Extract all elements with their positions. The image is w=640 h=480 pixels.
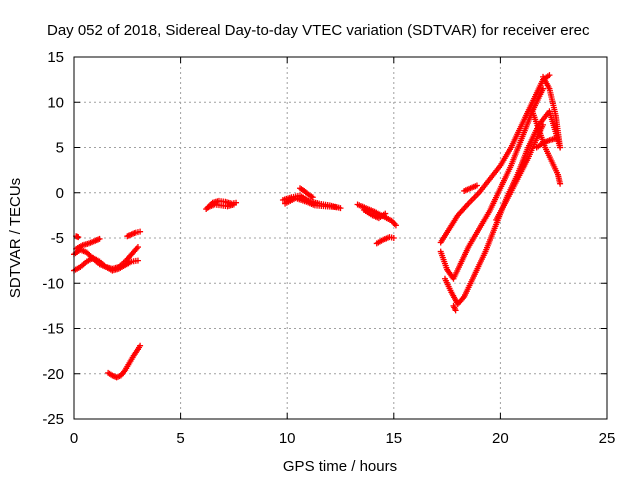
y-tick-label: 5 xyxy=(56,140,64,157)
data-point xyxy=(557,180,564,187)
data-point xyxy=(337,205,344,212)
data-point xyxy=(75,234,82,241)
x-tick-labels: 0 5 10 15 20 25 xyxy=(70,430,616,447)
x-tick-label: 5 xyxy=(176,430,184,447)
x-tick-label: 25 xyxy=(599,430,616,447)
data-point xyxy=(137,228,144,235)
data-point xyxy=(552,135,559,142)
y-tick-label: -15 xyxy=(42,321,64,338)
data-point xyxy=(557,144,564,151)
series-mid-track-e xyxy=(296,185,316,201)
data-point xyxy=(96,235,103,242)
y-axis-title: SDTVAR / TECUs xyxy=(7,178,24,298)
data-point xyxy=(137,342,144,349)
data-point xyxy=(134,257,141,264)
plot-frame xyxy=(73,56,608,420)
x-tick-label: 20 xyxy=(492,430,509,447)
data-point xyxy=(382,210,389,217)
y-tick-label: -25 xyxy=(42,411,64,428)
x-tick-label: 15 xyxy=(385,430,402,447)
chart-title: Day 052 of 2018, Sidereal Day-to-day VTE… xyxy=(47,22,590,39)
data-point xyxy=(546,72,553,79)
y-tick-label: -20 xyxy=(42,366,64,383)
series-early-track-d xyxy=(124,228,144,240)
series-late-track-d xyxy=(493,121,547,223)
y-tick-label: 0 xyxy=(56,185,64,202)
series-early-track-e xyxy=(73,233,82,241)
series-mid-track-g xyxy=(360,206,389,222)
x-tick-label: 10 xyxy=(279,430,296,447)
data-point xyxy=(452,307,459,314)
series-late-track-h xyxy=(450,302,459,314)
data-point xyxy=(390,235,397,241)
series-mid-track-d xyxy=(282,195,340,211)
y-tick-labels: -25 -20 -15 -10 -5 0 5 10 15 xyxy=(42,49,64,428)
data-point xyxy=(473,182,480,189)
series-late-track-g xyxy=(533,135,559,151)
data-point xyxy=(333,204,340,211)
data-series xyxy=(71,72,564,381)
data-point xyxy=(309,194,316,201)
series-low-track xyxy=(105,342,144,381)
data-point xyxy=(230,201,237,208)
series-late-track-e xyxy=(540,73,564,151)
y-tick-label: -10 xyxy=(42,275,64,292)
data-point xyxy=(134,244,141,251)
data-point xyxy=(392,222,399,229)
data-point xyxy=(540,85,547,92)
x-axis-title: GPS time / hours xyxy=(283,458,397,475)
series-mid-track-b xyxy=(205,201,237,211)
y-tick-label: 10 xyxy=(47,94,64,111)
y-tick-label: -5 xyxy=(51,230,64,247)
x-tick-label: 0 xyxy=(70,430,78,447)
series-early-track-c xyxy=(73,235,103,252)
series-late-track-i xyxy=(461,182,480,194)
data-point xyxy=(540,121,547,128)
series-late-track-b xyxy=(437,85,547,282)
y-tick-label: 15 xyxy=(47,49,64,66)
series-mid-track-h xyxy=(373,234,397,247)
